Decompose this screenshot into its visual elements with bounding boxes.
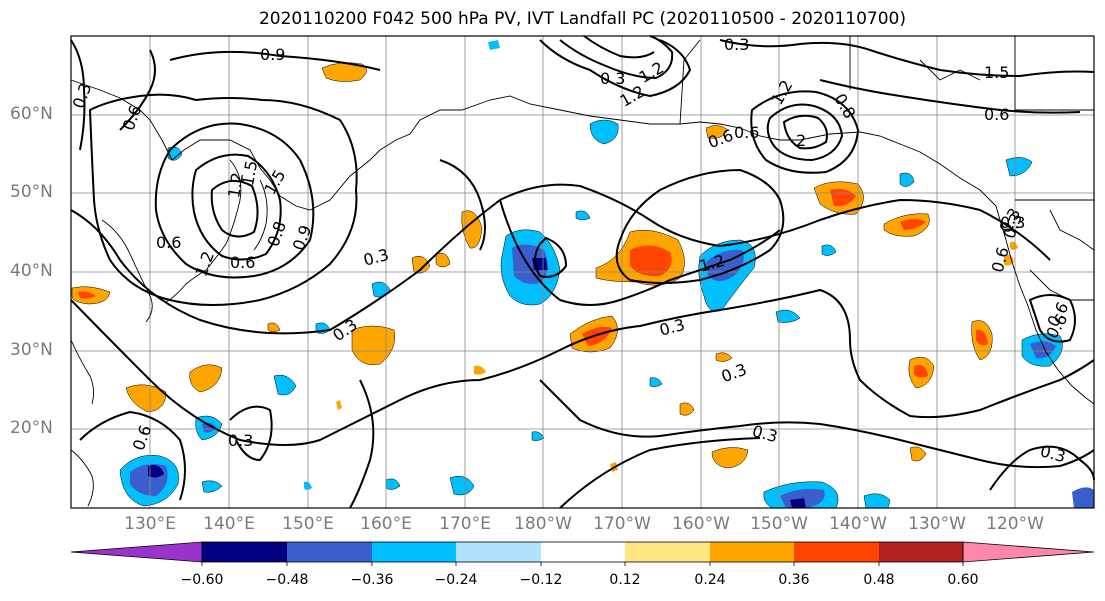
contour-label: 0.3 [69,81,96,111]
lat-label: 50°N [10,182,53,202]
colorbar-bin [372,542,456,562]
colorbar-tick-label: 0.60 [947,572,979,588]
colorbar-tick-label: −0.36 [350,572,394,588]
colorbar-bin [456,542,541,562]
contour-label: 0.3 [724,35,749,54]
contour-label: 0.6 [734,123,759,142]
contour-label: 0.6 [156,233,181,252]
map-frame [70,35,1095,509]
contour-label: 0.3 [719,360,749,387]
colorbar-tick-label: 0.24 [694,572,726,588]
lat-label: 60°N [10,104,53,124]
lon-label: 130°E [124,514,176,534]
colorbar-bin [794,542,879,562]
contour-label: 0.6 [230,253,255,272]
shaded-anomalies [71,40,1094,509]
lon-label: 170°E [439,514,491,534]
lon-label: 130°W [908,514,966,534]
lon-label: 150°E [282,514,334,534]
contour-label: 0.3 [600,69,625,88]
contour-label: 0.9 [289,223,316,253]
colorbar-tick-label: 0.36 [778,572,810,588]
lon-label: 160°E [360,514,412,534]
contour-label: 0.3 [657,315,687,340]
coastlines [70,36,1095,507]
colorbar-bin [287,542,372,562]
contour-label: 0.6 [988,245,1013,275]
colorbar-bin [541,542,625,562]
lon-label: 140°E [203,514,255,534]
colorbar-under [70,541,203,563]
colorbar-tick-label: 0.48 [863,572,895,588]
lat-label: 30°N [10,340,53,360]
contour-label: 0.8 [263,219,290,249]
contour-label: 1.2 [636,58,668,87]
contour-label: 1.2 [224,171,247,199]
contour-label: 1.5 [984,63,1009,82]
colorbar-tick-label: −0.60 [180,572,224,588]
contour-label: 0.6 [984,105,1009,124]
contour-label: 0.6 [129,423,156,453]
contour-label: 0.3 [1038,441,1068,466]
colorbar-bin [879,542,963,562]
contour-label: 2 [796,131,806,150]
contour-label: 0.3 [750,421,780,446]
contour-label: 0.9 [260,45,285,64]
colorbar-over [962,541,1095,563]
pv-contours [70,35,1095,509]
graticule [71,36,1094,508]
lon-label: 170°W [593,514,651,534]
contour-label: 1.2 [767,77,796,109]
contour-label: 0.3 [1000,213,1025,232]
colorbar-tick-label: −0.48 [265,572,309,588]
contour-label: 0.3 [228,431,253,450]
colorbar-tick-label: 0.12 [609,572,641,588]
colorbar-bin [710,542,794,562]
contour-label: 0.6 [119,103,146,133]
colorbar-tick-label: −0.24 [434,572,478,588]
lon-label: 140°W [829,514,887,534]
colorbar-bin [202,542,287,562]
contour-label: 1.5 [238,159,261,187]
contour-label: 0.3 [361,245,391,270]
lon-label: 120°W [986,514,1044,534]
plot-title: 2020110200 F042 500 hPa PV, IVT Landfall… [258,9,906,29]
colorbar-tick-label: −0.12 [519,572,563,588]
lon-label: 160°W [672,514,730,534]
lon-label: 150°W [750,514,808,534]
lon-label: 180°W [514,514,572,534]
lat-label: 20°N [10,418,53,438]
colorbar-bin [625,542,710,562]
lat-label: 40°N [10,261,53,281]
colorbar [70,541,1095,566]
